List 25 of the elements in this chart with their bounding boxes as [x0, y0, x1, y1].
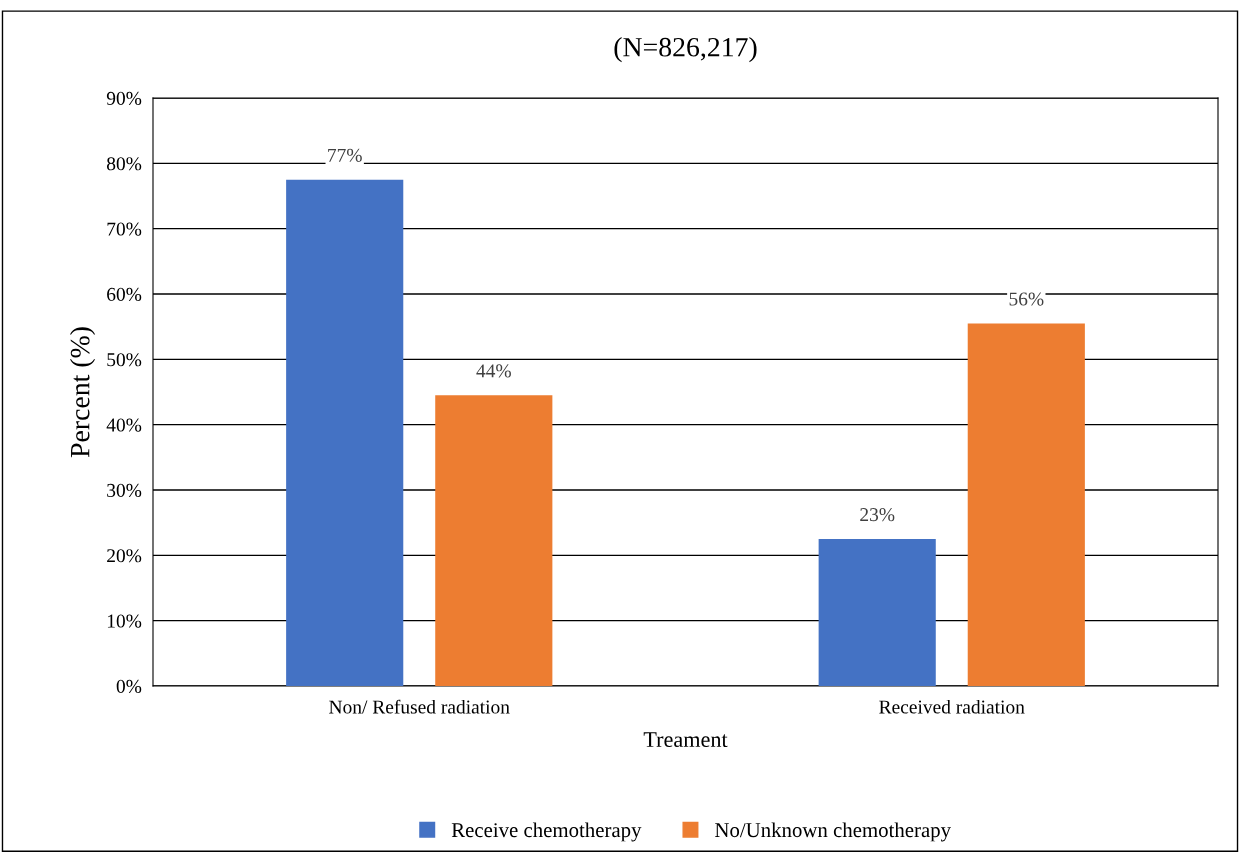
y-tick-label: 0% [116, 679, 142, 693]
data-label: 44% [476, 364, 511, 378]
bar [967, 323, 1085, 686]
x-tick-label: Non/ Refused radiation [329, 699, 510, 714]
y-tick-label: 80% [106, 157, 142, 171]
x-tick-label: Received radiation [879, 699, 1025, 714]
y-tick-label: 50% [107, 353, 142, 367]
y-tick-label: 20% [107, 549, 142, 563]
y-axis-title: Percent (%) [69, 327, 96, 458]
data-label: 56% [1009, 292, 1044, 306]
y-tick-label: 90% [106, 91, 142, 105]
bar [286, 179, 404, 686]
data-label: 23% [860, 508, 895, 522]
data-label: 77% [328, 148, 362, 162]
x-axis-title: Treament [643, 732, 728, 748]
y-tick-label: 70% [107, 222, 142, 236]
legend-label: No/Unknown chemotherapy [715, 822, 951, 842]
bar [435, 395, 553, 686]
legend-label: Receive chemotherapy [451, 822, 642, 842]
bar [818, 539, 936, 686]
y-tick-label: 60% [107, 287, 142, 301]
chart-title: (N=826,217) [614, 37, 757, 63]
y-tick-label: 40% [106, 418, 142, 432]
y-tick-label: 10% [107, 614, 142, 628]
y-tick-label: 30% [107, 483, 142, 497]
